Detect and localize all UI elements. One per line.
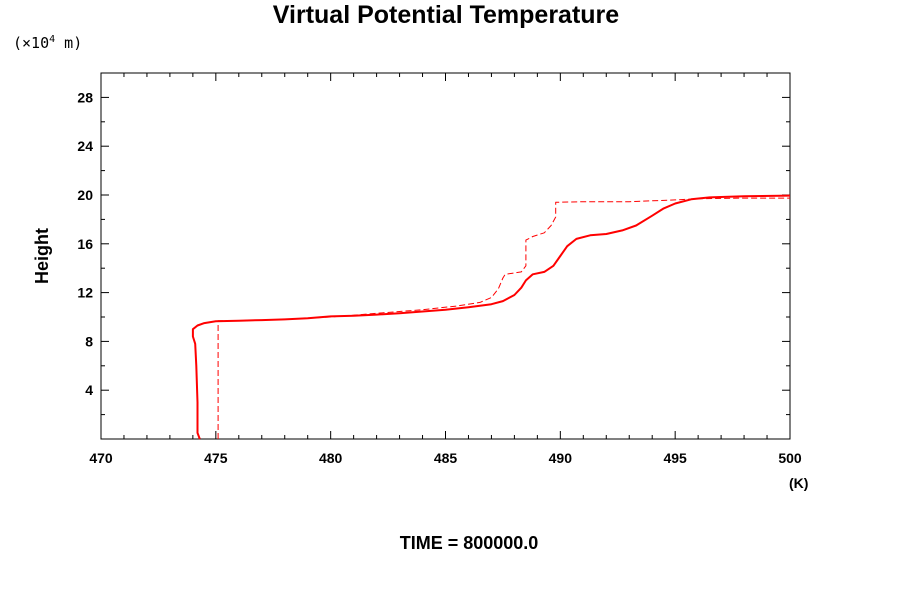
- y-tick-label: 24: [77, 138, 93, 154]
- y-unit-prefix: (×10: [13, 34, 49, 52]
- y-unit-label: (×104 m): [13, 34, 82, 52]
- x-tick-label: 490: [549, 450, 573, 466]
- y-tick-label: 16: [77, 236, 93, 252]
- chart-title: Virtual Potential Temperature: [273, 1, 619, 29]
- x-axis-label: (K): [789, 475, 808, 491]
- y-unit-exponent: 4: [49, 34, 55, 45]
- plot-frame: [100, 72, 791, 440]
- y-tick-label: 12: [77, 285, 93, 301]
- time-label: TIME = 800000.0: [400, 533, 539, 553]
- x-tick-label: 500: [778, 450, 802, 466]
- y-tick-label: 4: [85, 382, 93, 398]
- solid-series-line: [191, 194, 791, 440]
- x-tick-label: 495: [663, 450, 687, 466]
- x-tick-label: 475: [204, 450, 228, 466]
- x-tick-label: 480: [319, 450, 343, 466]
- y-tick-label: 28: [77, 89, 93, 105]
- y-tick-label: 8: [85, 333, 93, 349]
- x-tick-label: 485: [434, 450, 458, 466]
- axis-ticks: [100, 73, 791, 439]
- data-series: [191, 194, 791, 440]
- x-tick-label: 470: [89, 450, 113, 466]
- dashed-series-line: [217, 197, 790, 439]
- y-unit-suffix: m): [55, 34, 82, 52]
- axis-tick-labels: 470 475 480 485 490 495 500 4 8 12 16 20 24 28: [77, 89, 801, 466]
- y-axis-label: Height: [32, 228, 52, 284]
- y-tick-label: 20: [77, 187, 93, 203]
